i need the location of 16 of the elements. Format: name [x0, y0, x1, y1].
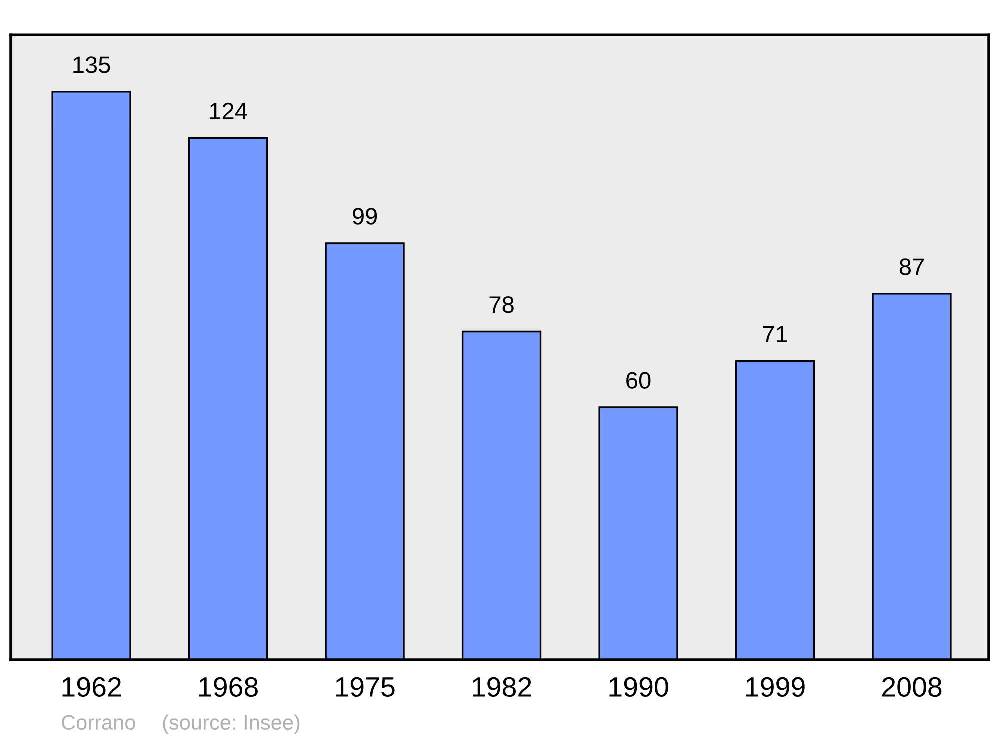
data-label: 135: [74, 56, 110, 74]
x-tick-label: 1990: [610, 677, 668, 698]
data-label: 124: [210, 102, 248, 120]
data-label: 71: [763, 326, 788, 342]
x-tick-label: 1975: [336, 677, 395, 698]
text: Corrano: [62, 715, 136, 730]
x-tick-label: 1968: [200, 677, 258, 698]
x-tick-label: 1962: [62, 677, 122, 698]
x-tick-label: 1999: [746, 677, 805, 698]
data-label: 99: [353, 208, 378, 225]
x-tick-label: 1982: [473, 677, 532, 698]
data-label: 87: [900, 258, 924, 276]
text: (source: Insee): [163, 714, 300, 734]
data-label: 60: [626, 372, 651, 389]
data-label: 78: [490, 296, 514, 314]
x-tick-label: 2008: [882, 677, 942, 698]
